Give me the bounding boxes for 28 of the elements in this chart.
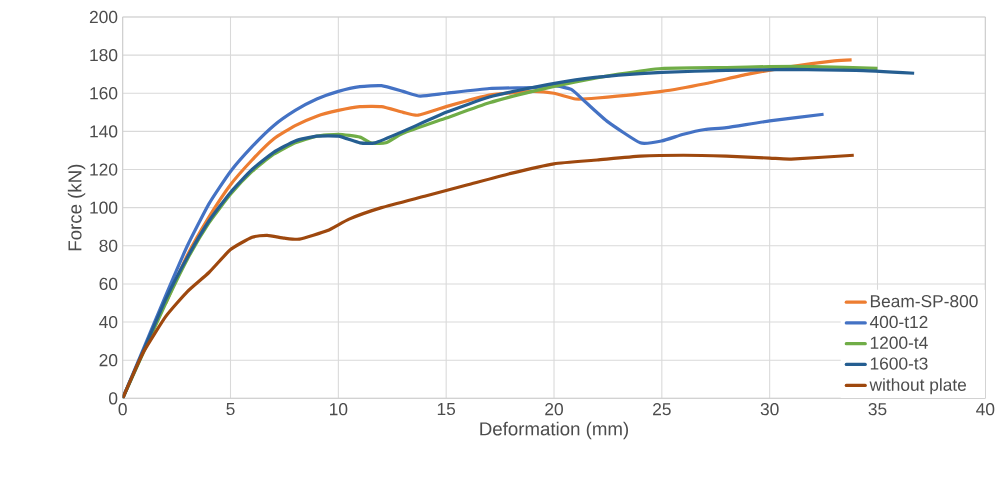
y-tick-label: 140 (90, 125, 118, 138)
legend-label: without plate (869, 378, 967, 395)
x-tick-label: 5 (226, 403, 235, 416)
y-tick-label: 180 (90, 48, 118, 62)
y-tick-label: 40 (99, 315, 118, 329)
legend-label: 1600-t3 (870, 357, 928, 370)
x-axis-title: Deformation (mm) (480, 421, 629, 440)
y-tick-label: 120 (90, 163, 118, 176)
x-tick-label: 0 (118, 403, 127, 416)
y-tick-label: 80 (99, 239, 118, 252)
x-tick-label: 10 (330, 403, 348, 416)
legend-label: 1200-t4 (870, 336, 928, 349)
x-tick-label: 35 (868, 403, 887, 416)
legend-label: 400-t12 (869, 315, 928, 329)
line-series (122, 153, 856, 399)
y-tick-label: 160 (90, 87, 118, 100)
y-axis-title: Force (kN) (67, 164, 86, 251)
x-tick-label: 40 (976, 403, 995, 416)
y-tick-label: 100 (90, 201, 118, 214)
x-tick-label: 30 (760, 403, 779, 416)
x-tick-label: 15 (437, 403, 456, 416)
y-tick-label: 60 (99, 277, 118, 291)
y-tick-label: 0 (109, 392, 118, 405)
y-tick-label: 200 (89, 10, 118, 24)
x-tick-label: 25 (653, 403, 671, 416)
x-tick-label: 20 (545, 403, 563, 416)
legend-label: Beam-SP-800 (870, 295, 978, 308)
y-tick-label: 20 (99, 354, 118, 367)
